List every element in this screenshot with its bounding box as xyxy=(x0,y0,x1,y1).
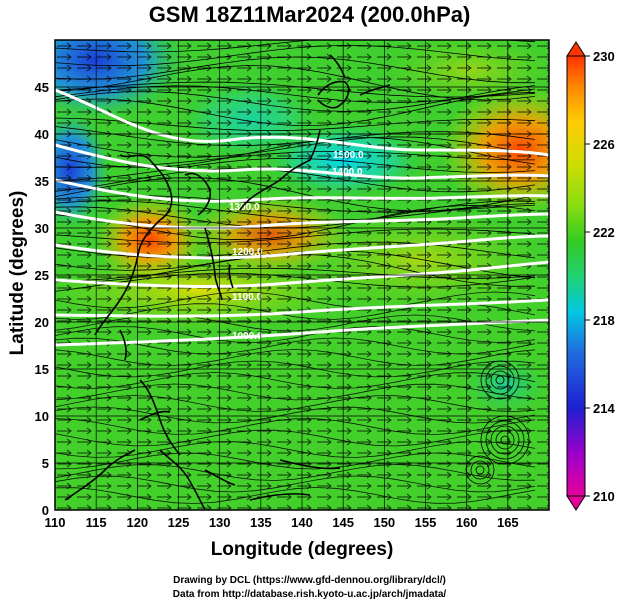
isotach-label: 1300.0 xyxy=(229,202,260,213)
lat-lon-grid xyxy=(55,40,549,510)
credit-data-source: Data from http://database.rish.kyoto-u.a… xyxy=(172,589,447,600)
y-tick-label: 15 xyxy=(35,362,49,377)
streamline xyxy=(55,464,536,481)
y-tick-label: 35 xyxy=(35,174,49,189)
streamline xyxy=(55,441,536,458)
colorbar-max-arrow xyxy=(566,41,586,57)
streamline xyxy=(55,126,536,147)
colorbar-bar xyxy=(566,55,586,497)
x-tick-label: 155 xyxy=(415,515,437,530)
x-tick-label: 165 xyxy=(497,515,519,530)
streamline-vortex xyxy=(485,420,525,460)
streamline xyxy=(55,85,536,117)
streamline xyxy=(55,267,536,288)
streamline xyxy=(55,44,536,70)
streamline xyxy=(55,395,536,412)
x-tick-label: 120 xyxy=(126,515,148,530)
streamline xyxy=(55,137,536,168)
streamline xyxy=(55,117,536,136)
x-tick-label: 125 xyxy=(168,515,190,530)
y-tick-label: 10 xyxy=(35,409,49,424)
streamline xyxy=(55,150,536,174)
y-tick-label: 20 xyxy=(35,315,49,330)
colorbar-tick-label: 210 xyxy=(593,489,615,504)
x-tick-label: 135 xyxy=(250,515,272,530)
streamline xyxy=(55,337,536,355)
streamline xyxy=(55,40,536,60)
streamline-vortex xyxy=(490,370,510,390)
streamline-vortex xyxy=(475,465,485,475)
streamline xyxy=(55,475,536,493)
x-tick-label: 150 xyxy=(373,515,395,530)
streamline xyxy=(55,326,536,343)
streamline xyxy=(55,228,536,250)
streamline xyxy=(55,291,536,309)
colorbar-tick-label: 218 xyxy=(593,313,615,328)
plot-frame xyxy=(54,39,550,511)
streamline-vortex xyxy=(500,435,510,445)
streamline xyxy=(55,177,536,212)
colorbar-tick-label: 214 xyxy=(593,401,615,416)
x-tick-label: 140 xyxy=(291,515,313,530)
streamline xyxy=(55,168,536,193)
credit-dcl: Drawing by DCL (https://www.gfd-dennou.o… xyxy=(173,575,446,586)
streamline xyxy=(55,56,535,84)
streamline-vortex xyxy=(480,360,520,400)
y-tick-label: 25 xyxy=(35,268,49,283)
streamline xyxy=(55,383,536,401)
colorbar-tick-label: 222 xyxy=(593,225,615,240)
isotach-label: 1000.0 xyxy=(232,331,263,342)
x-axis: 110 115 120 125 130 135 140 145 150 155 160 165 xyxy=(45,515,519,530)
colorbar-tick-label: 230 xyxy=(593,49,615,64)
colorbar-tick-label: 226 xyxy=(593,137,615,152)
colorbar-min-arrow xyxy=(566,495,586,511)
x-tick-label: 110 xyxy=(45,515,66,530)
y-tick-label: 5 xyxy=(42,456,49,471)
isotach-label: 1500.0 xyxy=(333,150,364,161)
streamline-vortex xyxy=(490,425,520,455)
streamline xyxy=(55,487,536,504)
x-axis-label: Longitude (degrees) xyxy=(210,539,394,560)
streamline xyxy=(55,429,536,447)
streamline xyxy=(55,360,536,378)
streamline xyxy=(55,418,536,435)
y-tick-label: 45 xyxy=(35,80,49,95)
y-tick-label: 40 xyxy=(35,127,49,142)
streamline xyxy=(55,241,536,260)
y-tick-label: 0 xyxy=(42,503,49,518)
streamline xyxy=(55,452,536,470)
streamline-vortex xyxy=(470,460,490,480)
streamline xyxy=(55,157,536,184)
streamline xyxy=(55,81,536,98)
colorbar: 210 214 218 222 226 230 xyxy=(566,41,615,511)
x-tick-label: 115 xyxy=(86,515,107,530)
streamline-vortex xyxy=(485,365,515,395)
streamline xyxy=(55,65,536,101)
x-tick-label: 160 xyxy=(456,515,478,530)
streamline xyxy=(55,136,536,158)
isotach-label: 1100.0 xyxy=(232,292,262,303)
streamline xyxy=(55,349,536,366)
isotach-label: 1200.0 xyxy=(232,247,263,258)
streamline xyxy=(55,314,536,332)
streamline-vortex xyxy=(465,455,495,485)
streamline xyxy=(55,406,536,424)
y-tick-label: 30 xyxy=(35,221,49,236)
coastlines xyxy=(64,54,391,510)
map-title: GSM 18Z11Mar2024 (200.0hPa) xyxy=(148,2,471,27)
streamline xyxy=(55,372,536,389)
streamline xyxy=(55,200,536,222)
x-tick-label: 145 xyxy=(332,515,354,530)
isotach-label: 1400.0 xyxy=(332,167,363,178)
streamline-vortex xyxy=(495,375,505,385)
y-axis: 0 5 10 15 20 25 30 35 40 45 xyxy=(35,80,49,518)
x-tick-label: 130 xyxy=(209,515,231,530)
streamline-vortex xyxy=(495,430,515,450)
streamline xyxy=(55,91,536,127)
